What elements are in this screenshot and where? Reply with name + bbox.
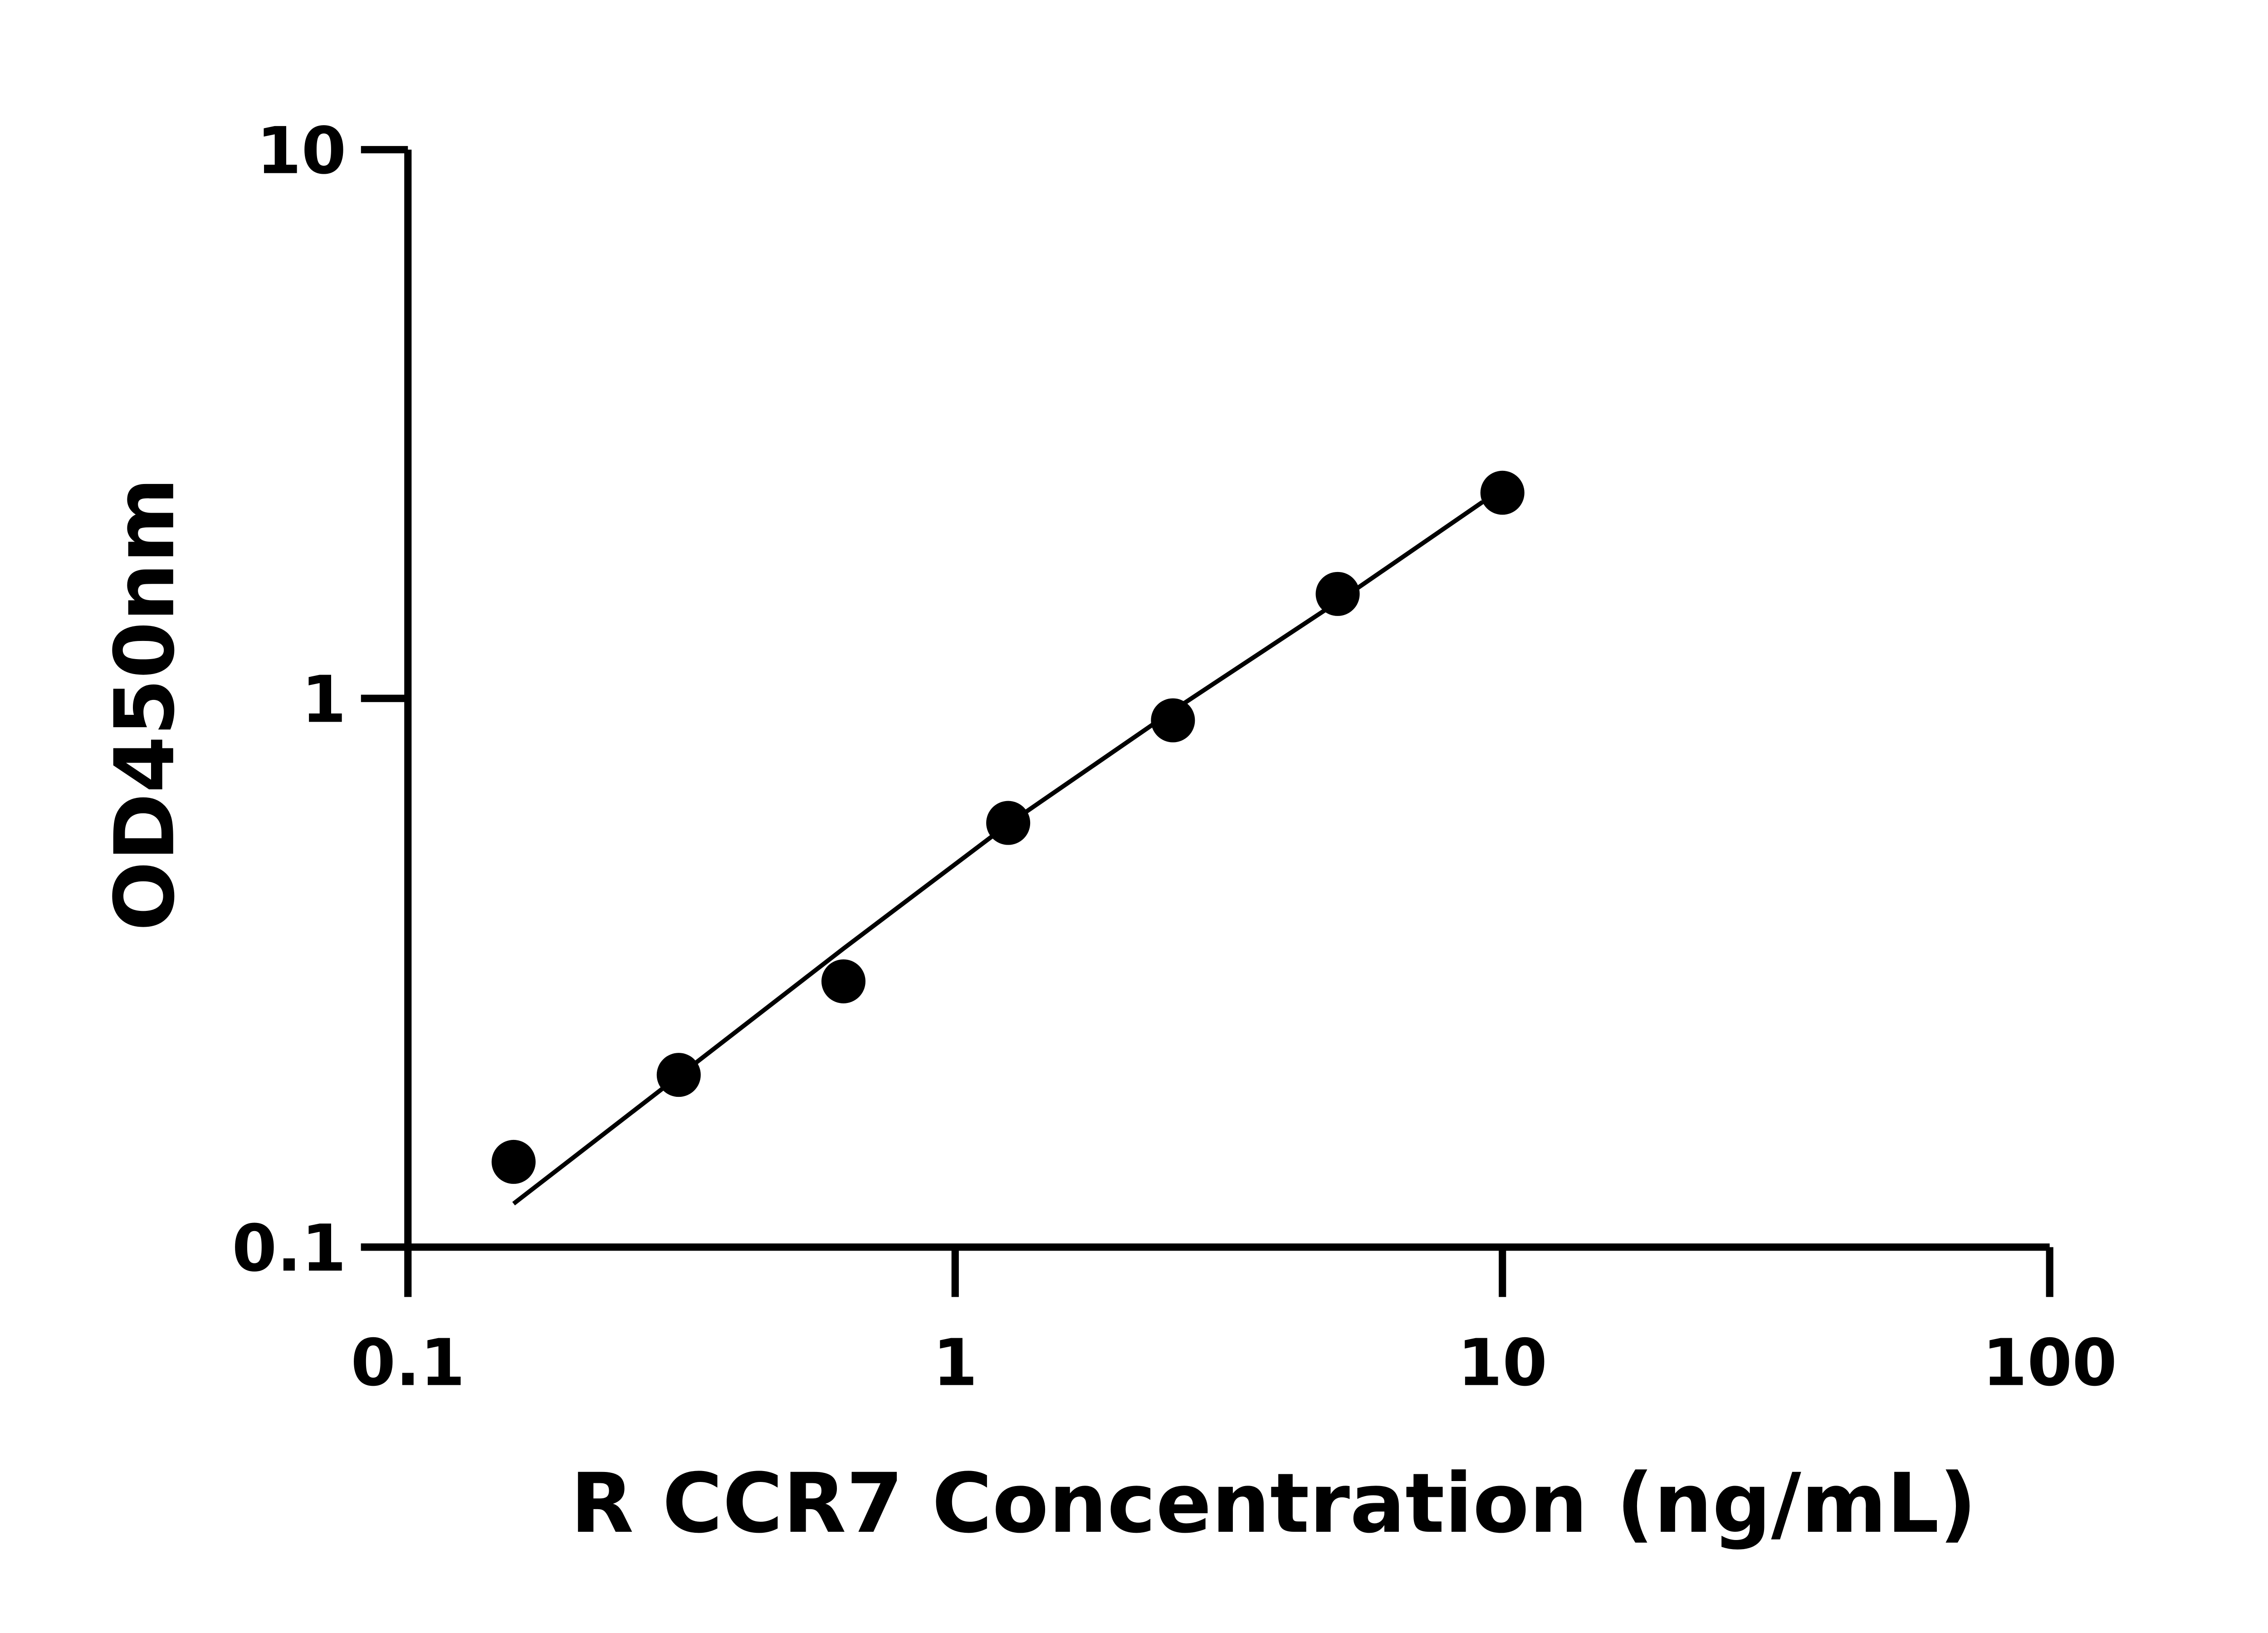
y-tick-label: 10	[256, 113, 346, 189]
data-point	[1315, 572, 1360, 616]
x-tick-label: 100	[1982, 1325, 2117, 1400]
y-axis-label: OD450nm	[97, 478, 193, 931]
x-tick-label: 10	[1457, 1325, 1547, 1400]
data-point	[1480, 470, 1525, 515]
x-axis-label: R CCR7 Concentration (ng/mL)	[571, 1456, 1977, 1551]
data-point	[656, 1053, 701, 1097]
x-tick-label: 0.1	[351, 1325, 465, 1400]
axes	[361, 149, 2050, 1251]
data-point	[986, 801, 1031, 845]
x-tick-label: 1	[933, 1325, 978, 1400]
data-point	[1151, 698, 1195, 743]
y-tick-label: 0.1	[232, 1211, 346, 1286]
data-point	[491, 1139, 536, 1184]
data-point	[821, 959, 866, 1003]
y-tick-label: 1	[301, 662, 346, 737]
